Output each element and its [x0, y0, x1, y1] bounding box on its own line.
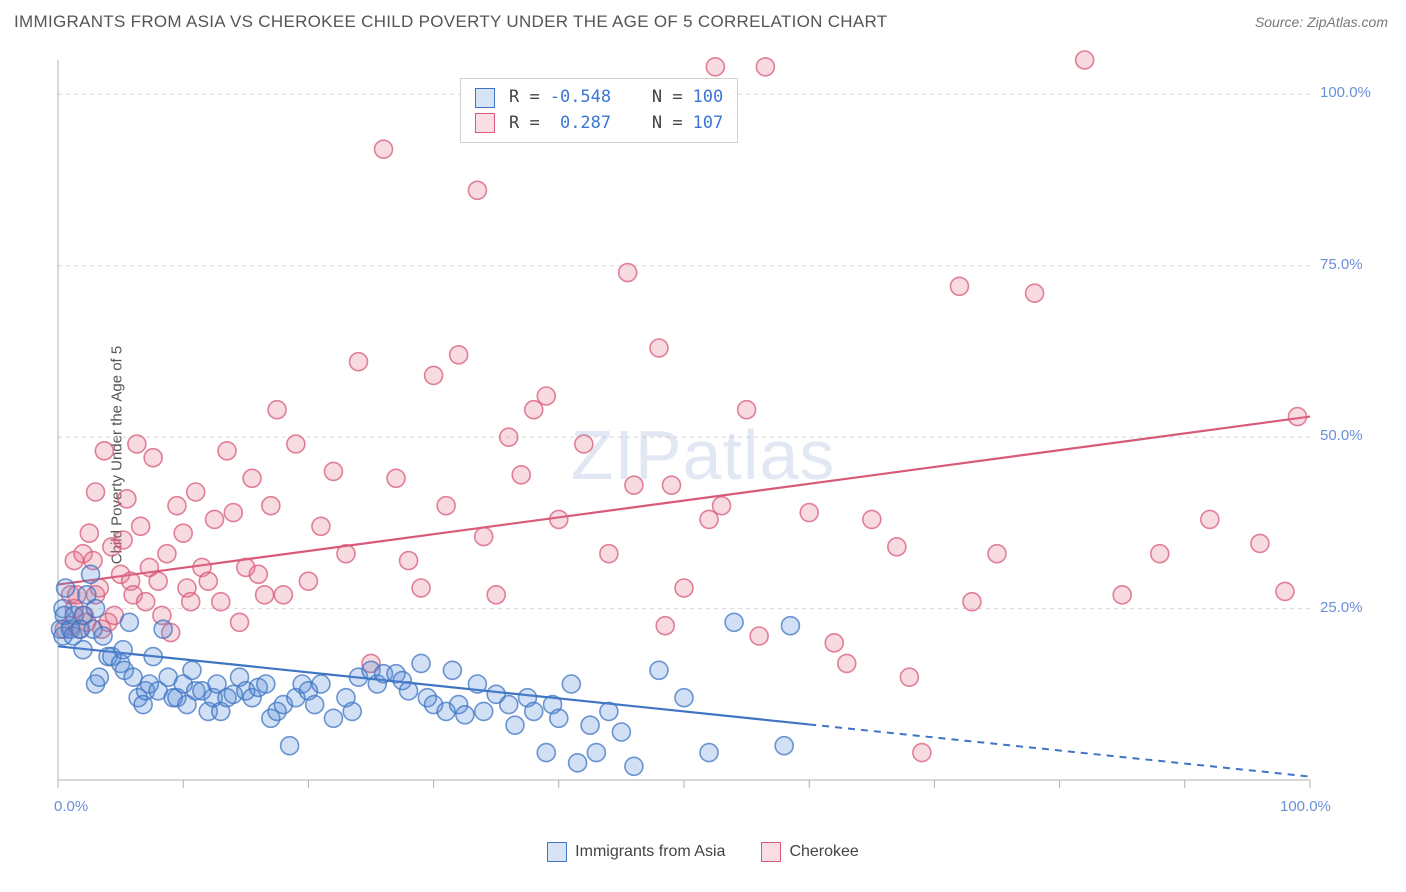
stat-row: R = 0.287 N = 107 [475, 111, 723, 137]
legend-item: Cherokee [761, 842, 858, 862]
legend-label: Cherokee [789, 843, 858, 861]
y-axis-tick: 100.0% [1320, 84, 1371, 101]
chart-header: IMMIGRANTS FROM ASIA VS CHEROKEE CHILD P… [0, 0, 1406, 40]
source-name: ZipAtlas.com [1307, 14, 1388, 30]
n-label: N = [621, 85, 682, 111]
y-axis-tick: 25.0% [1320, 599, 1363, 616]
n-value: 100 [693, 85, 724, 111]
plot-container: Child Poverty Under the Age of 5 ZIPatla… [0, 40, 1406, 870]
r-value: 0.287 [550, 111, 611, 137]
legend-swatch-icon [547, 842, 567, 862]
source-prefix: Source: [1255, 14, 1307, 30]
stat-row: R = -0.548 N = 100 [475, 85, 723, 111]
source-attribution: Source: ZipAtlas.com [1255, 14, 1388, 30]
r-value: -0.548 [550, 85, 611, 111]
legend-swatch-icon [475, 113, 495, 133]
y-axis-tick: 50.0% [1320, 427, 1363, 444]
n-value: 107 [693, 111, 724, 137]
legend-swatch-icon [761, 842, 781, 862]
y-axis-tick: 75.0% [1320, 256, 1363, 273]
r-label: R = [509, 85, 540, 111]
n-label: N = [621, 111, 682, 137]
legend-item: Immigrants from Asia [547, 842, 725, 862]
x-axis-tick-max: 100.0% [1280, 798, 1331, 815]
legend: Immigrants from Asia Cherokee [0, 842, 1406, 862]
scatter-plot [40, 40, 1380, 830]
legend-label: Immigrants from Asia [575, 843, 725, 861]
r-label: R = [509, 111, 540, 137]
correlation-stats-box: R = -0.548 N = 100 R = 0.287 N = 107 [460, 78, 738, 143]
legend-swatch-icon [475, 88, 495, 108]
chart-title: IMMIGRANTS FROM ASIA VS CHEROKEE CHILD P… [14, 12, 887, 32]
x-axis-tick-min: 0.0% [54, 798, 88, 815]
